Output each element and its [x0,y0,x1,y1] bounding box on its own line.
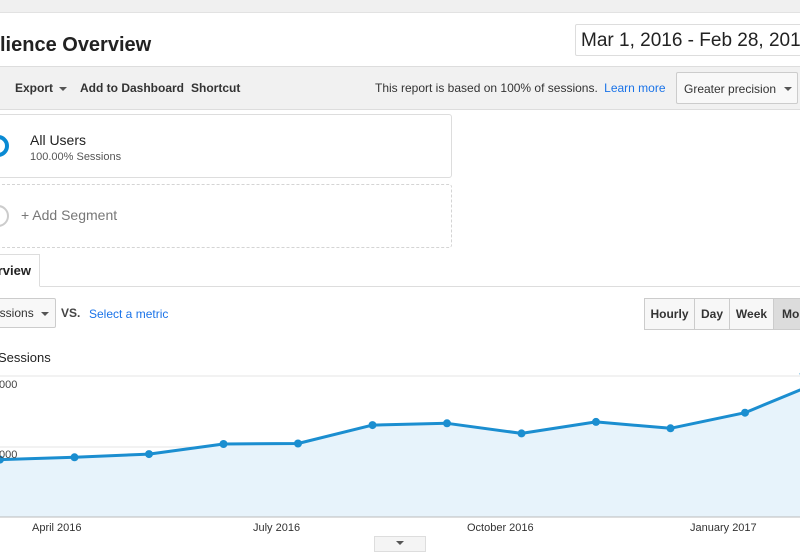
data-point-jan-2017[interactable] [741,408,749,417]
data-point-aug-2016[interactable] [368,421,377,430]
export-menu[interactable]: Export [15,81,68,95]
data-point-nov-2016[interactable] [592,417,600,426]
top-strip [0,0,800,13]
segment-ring-icon [0,135,9,157]
data-point-dec-2016[interactable] [666,424,675,433]
segment-sessions-share: 100.00% Sessions [30,151,122,163]
x-tick-label: July 2016 [253,522,301,534]
y-tick-top: ,000 [0,379,18,391]
data-point-mar-2016[interactable] [0,455,4,464]
sampling-note: This report is based on 100% of sessions… [375,81,666,95]
empty-segment-ring-icon [0,205,9,227]
sampling-note-text: This report is based on 100% of sessions… [375,81,598,95]
report-toolbar: Export Add to Dashboard Shortcut This re… [0,66,800,110]
chevron-down-icon [41,312,49,316]
sessions-chart [0,372,800,518]
data-point-apr-2016[interactable] [70,453,79,462]
precision-label: Greater precision [684,82,777,96]
add-segment-card[interactable]: + Add Segment [0,184,452,248]
chevron-down-icon [784,87,792,91]
metric-dropdown[interactable]: essions [0,298,56,328]
granularity-week-button[interactable]: Week [729,298,774,330]
chevron-down-icon [59,86,68,91]
granularity-day-button[interactable]: Day [694,298,730,330]
add-segment-label: + Add Segment [21,207,118,223]
date-range-picker[interactable]: Mar 1, 2016 - Feb 28, 2017 [575,24,800,56]
data-point-oct-2016[interactable] [517,429,526,438]
x-tick-label: April 2016 [32,522,82,534]
vs-label: VS. [61,306,81,320]
granularity-hourly-button[interactable]: Hourly [644,298,695,330]
y-tick-mid: ,000 [0,449,18,461]
granularity-month-button[interactable]: Month [773,298,800,330]
sessions-points [0,408,749,464]
data-point-jul-2016[interactable] [294,439,302,448]
chart-legend: Sessions [0,350,51,365]
segment-name: All Users [30,132,87,148]
learn-more-link[interactable]: Learn more [604,81,666,95]
tab-overview[interactable]: rview [0,254,40,287]
chevron-down-icon [396,541,404,545]
data-point-sep-2016[interactable] [443,419,451,428]
select-metric-link[interactable]: Select a metric [89,307,169,321]
page-title: lience Overview [0,34,152,56]
segment-card-all-users[interactable]: All Users 100.00% Sessions [0,114,452,178]
x-tick-label: October 2016 [467,522,534,534]
export-label: Export [15,81,54,95]
shortcut-button[interactable]: Shortcut [191,81,241,95]
x-tick-label: January 2017 [690,522,757,534]
data-point-may-2016[interactable] [145,450,153,459]
precision-dropdown[interactable]: Greater precision [676,72,798,104]
data-point-jun-2016[interactable] [219,440,228,448]
metric-selected-label: essions [0,306,34,320]
tab-divider [0,286,800,287]
sessions-area [0,372,800,517]
add-to-dashboard-button[interactable]: Add to Dashboard [80,81,184,95]
